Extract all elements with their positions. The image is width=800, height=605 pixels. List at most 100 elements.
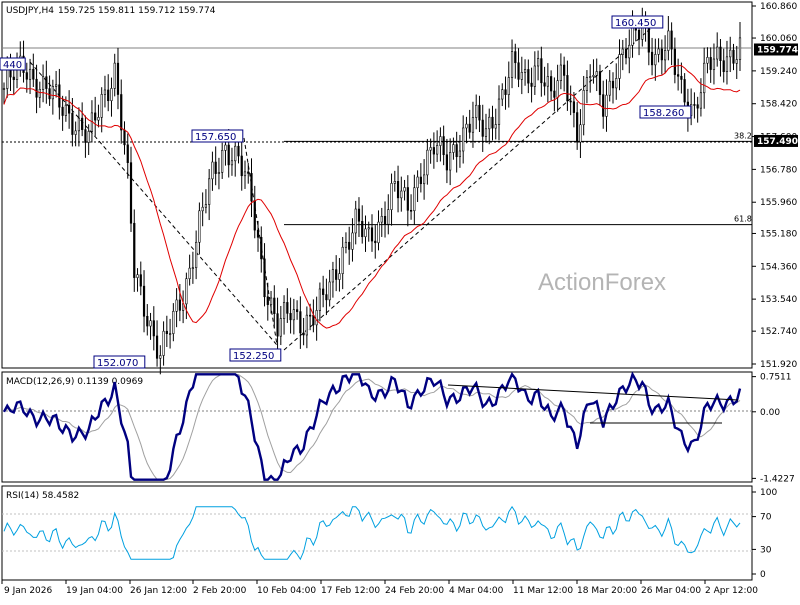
candle-body [309,314,312,317]
candle-body [370,227,374,242]
candle-body [413,187,416,212]
candle-body [491,116,494,129]
candle-body [647,26,650,53]
candlestick-series [2,7,742,375]
candle-body [195,241,198,268]
candle-body [563,64,566,76]
time-tick-label: 9 Jan 2026 [4,586,52,596]
candle-body [282,302,286,319]
candle-body [657,48,660,55]
candle-body [289,313,292,321]
candle-body [263,258,266,298]
candle-body [403,187,406,192]
price-tick-label: 155.960 [760,198,797,208]
candle-body [426,149,429,176]
annotation-box [191,129,244,143]
candle-body [256,229,260,238]
rsi-tick-label: 30 [760,545,772,555]
candle-body [25,72,28,80]
candle-body [605,94,608,117]
candle-body [527,69,530,84]
price-frame [1,1,753,369]
candle-body [465,123,468,129]
candle-body [204,204,208,208]
price-tick-label: 151.920 [760,360,797,370]
candle-body [637,29,641,40]
candle-body [341,246,344,274]
candle-body [409,209,413,212]
candle-body [322,288,325,295]
candle-body [432,147,435,155]
candle-body [699,92,703,109]
candle-body [576,112,579,143]
time-tick-label: 19 Jan 04:00 [66,586,123,596]
annotation-label: 440 [3,60,22,71]
price-tick-label: 160.860 [760,2,797,12]
candle-body [436,145,439,155]
candle-body [87,131,90,143]
watermark: ActionForex [538,269,666,296]
annotation-box [229,348,282,362]
candle-body [175,299,178,312]
candle-body [357,208,361,222]
candle-body [585,77,589,91]
moving-average-line [3,65,741,329]
candle-body [315,310,318,326]
candle-body [142,285,146,317]
candle-body [462,127,465,152]
candle-body [507,77,510,95]
macd-tick-label: 0.00 [760,408,780,418]
candle-body [624,48,628,59]
candle-body [556,80,559,98]
candle-body [295,309,299,312]
candle-body [406,187,409,211]
current-price-tag-bg [754,43,798,56]
candle-body [673,48,676,75]
candle-body [68,104,71,114]
rsi-tick-label: 100 [760,488,777,498]
candle-body [240,155,243,177]
time-tick-label: 2 Feb 20:00 [193,586,247,596]
candle-body [61,106,64,116]
candle-body [442,136,445,156]
candle-body [484,128,488,137]
candle-body [471,117,475,133]
chart-symbol: USDJPY,H4 [6,6,54,16]
candle-body [201,206,204,212]
candle-body [149,320,152,327]
time-tick-label: 11 Mar 12:00 [513,586,573,596]
candle-body [514,51,517,64]
candle-body [38,89,41,98]
candle-body [191,267,194,269]
trendline-down-1 [29,61,278,346]
candle-body [735,59,738,64]
candle-body [517,62,520,80]
current-price-tag: 159.774 [757,45,798,55]
candle-body [608,80,611,96]
candle-body [429,147,432,151]
candle-body [318,288,321,311]
candle-body [452,144,455,153]
candle-body [51,86,54,100]
candle-body [55,84,58,87]
candle-body [221,150,224,173]
candle-body [550,76,553,92]
macd-pane: MACD(12,26,9) 0.1139 0.0969 0.7511 0.00 -1… [1,371,795,484]
rsi-label: RSI(14) 58.4582 [6,491,79,501]
candle-body [449,152,452,171]
candle-body [396,181,400,199]
candle-body [663,50,667,61]
annotation-label: 160.450 [615,18,656,29]
candle-body [387,209,390,225]
candle-body [266,296,269,305]
macd-main-line [2,371,742,481]
candle-body [247,171,250,174]
annotation-label: 152.070 [97,358,138,369]
candle-body [445,154,449,171]
chart-ohlc: 159.725 159.811 159.712 159.774 [58,6,216,16]
time-tick-label: 2 Apr 12:00 [705,586,758,596]
candle-body [81,117,84,130]
candle-body [162,330,165,356]
candle-body [546,76,549,87]
candle-body [543,82,546,87]
